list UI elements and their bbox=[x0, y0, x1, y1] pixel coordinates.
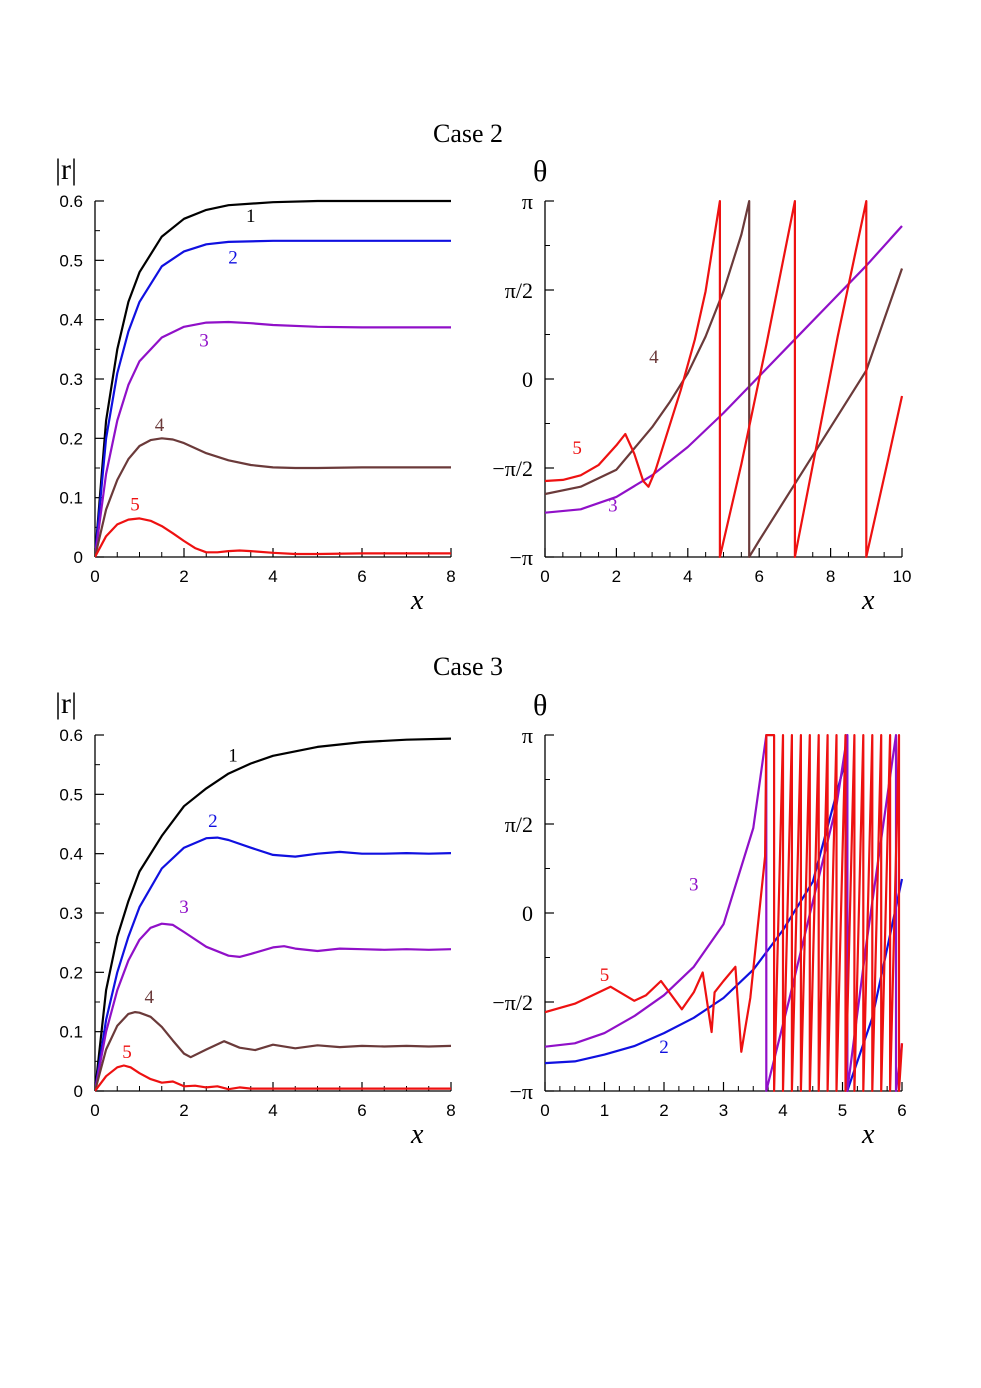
series-line-3 bbox=[545, 734, 904, 1092]
y-tick-label: 0.5 bbox=[59, 251, 83, 270]
y-tick-label: −π bbox=[509, 1079, 533, 1104]
x-tick-label: 6 bbox=[357, 567, 366, 586]
x-tick-label: 4 bbox=[683, 567, 692, 586]
case-3-title: Case 3 bbox=[433, 652, 504, 681]
series-line-1 bbox=[95, 199, 451, 558]
curve-label-1: 1 bbox=[246, 206, 256, 227]
curve-label-1: 1 bbox=[228, 746, 238, 767]
x-tick-label: 8 bbox=[446, 567, 455, 586]
y-tick-label: 0.3 bbox=[59, 904, 83, 923]
y-tick-label: −π bbox=[509, 545, 533, 570]
y-tick-label: 0.3 bbox=[59, 370, 83, 389]
series-line-5 bbox=[545, 200, 904, 558]
series-line-4 bbox=[95, 437, 451, 558]
series-line-2 bbox=[95, 836, 452, 1092]
x-tick-label: 4 bbox=[778, 1101, 787, 1120]
y-tick-label: 0.5 bbox=[59, 785, 83, 804]
y-tick-label: π bbox=[522, 189, 533, 214]
chart-panel-4: 0 1 2 3 4 5 6 −π −π/2 0 π/2 π x θ 2 3 5 bbox=[492, 689, 906, 1150]
series-line-3 bbox=[545, 225, 903, 514]
x-tick-label: 0 bbox=[540, 1101, 549, 1120]
curve-label-2: 2 bbox=[208, 811, 218, 832]
y-tick-label: π bbox=[522, 723, 533, 748]
y-tick-label: 0.6 bbox=[59, 726, 83, 745]
x-axis-label: x bbox=[861, 585, 875, 616]
chart-panel-3: 0 2 4 6 8 0 0.1 0.2 0.3 0.4 0.5 0.6 x |r| 1 2 3 4 5 bbox=[55, 687, 456, 1150]
x-tick-label: 6 bbox=[897, 1101, 906, 1120]
curve-label-5: 5 bbox=[122, 1042, 132, 1063]
x-tick-label: 4 bbox=[268, 1101, 277, 1120]
y-axis-label: |r| bbox=[55, 153, 77, 186]
x-tick-label: 8 bbox=[446, 1101, 455, 1120]
series-line-3 bbox=[95, 922, 452, 1092]
y-axis-label: |r| bbox=[55, 687, 77, 720]
y-tick-label: π/2 bbox=[505, 812, 533, 837]
y-tick-label: 0.2 bbox=[59, 429, 83, 448]
y-tick-label: 0.4 bbox=[59, 845, 83, 864]
curve-label-4: 4 bbox=[649, 347, 659, 368]
y-tick-label: 0 bbox=[522, 367, 533, 392]
x-tick-label: 2 bbox=[179, 1101, 188, 1120]
y-tick-label: π/2 bbox=[505, 278, 533, 303]
x-tick-label: 0 bbox=[90, 567, 99, 586]
x-tick-label: 1 bbox=[600, 1101, 609, 1120]
x-tick-label: 3 bbox=[719, 1101, 728, 1120]
series-line-5 bbox=[545, 734, 904, 1092]
series-line-4 bbox=[95, 1011, 452, 1092]
y-tick-label: −π/2 bbox=[492, 456, 533, 481]
curve-label-2: 2 bbox=[659, 1037, 669, 1058]
curve-label-5: 5 bbox=[572, 438, 582, 459]
series-line-5 bbox=[95, 1064, 451, 1092]
y-axis-label: θ bbox=[533, 155, 547, 188]
y-tick-label: 0 bbox=[522, 901, 533, 926]
series-line-1 bbox=[95, 737, 452, 1092]
x-tick-label: 2 bbox=[659, 1101, 668, 1120]
curve-label-4: 4 bbox=[155, 415, 165, 436]
x-tick-label: 6 bbox=[357, 1101, 366, 1120]
series-line-5 bbox=[95, 517, 451, 558]
x-tick-label: 0 bbox=[540, 567, 549, 586]
y-tick-label: 0 bbox=[74, 1082, 83, 1101]
y-tick-label: 0 bbox=[74, 548, 83, 567]
chart-panel-2: 0 2 4 6 8 10 −π −π/2 0 π/2 π x θ 3 4 5 bbox=[492, 155, 911, 616]
y-tick-label: −π/2 bbox=[492, 990, 533, 1015]
x-tick-label: 8 bbox=[826, 567, 835, 586]
curve-label-4: 4 bbox=[145, 987, 155, 1008]
curve-label-3: 3 bbox=[608, 496, 618, 517]
series-line-2 bbox=[545, 734, 904, 1092]
x-axis-label: x bbox=[410, 585, 424, 616]
curve-label-3: 3 bbox=[179, 897, 189, 918]
series-line-4 bbox=[545, 200, 904, 558]
curve-label-2: 2 bbox=[228, 247, 238, 268]
x-tick-label: 10 bbox=[893, 567, 912, 586]
curve-label-5: 5 bbox=[600, 965, 610, 986]
series-line-2 bbox=[95, 239, 451, 558]
y-tick-label: 0.4 bbox=[59, 311, 83, 330]
y-tick-label: 0.1 bbox=[59, 1023, 83, 1042]
series-line-3 bbox=[95, 320, 451, 558]
curve-label-3: 3 bbox=[199, 330, 209, 351]
y-tick-label: 0.1 bbox=[59, 489, 83, 508]
y-tick-label: 0.6 bbox=[59, 192, 83, 211]
x-tick-label: 0 bbox=[90, 1101, 99, 1120]
case-2-title: Case 2 bbox=[433, 119, 504, 148]
x-tick-label: 2 bbox=[179, 567, 188, 586]
x-tick-label: 2 bbox=[612, 567, 621, 586]
x-axis-label: x bbox=[410, 1119, 424, 1150]
y-tick-label: 0.2 bbox=[59, 963, 83, 982]
curve-label-3: 3 bbox=[689, 874, 699, 895]
x-axis-label: x bbox=[861, 1119, 875, 1150]
curve-label-5: 5 bbox=[130, 495, 140, 516]
y-axis-label: θ bbox=[533, 689, 547, 722]
x-tick-label: 5 bbox=[838, 1101, 847, 1120]
x-tick-label: 6 bbox=[754, 567, 763, 586]
x-tick-label: 4 bbox=[268, 567, 277, 586]
